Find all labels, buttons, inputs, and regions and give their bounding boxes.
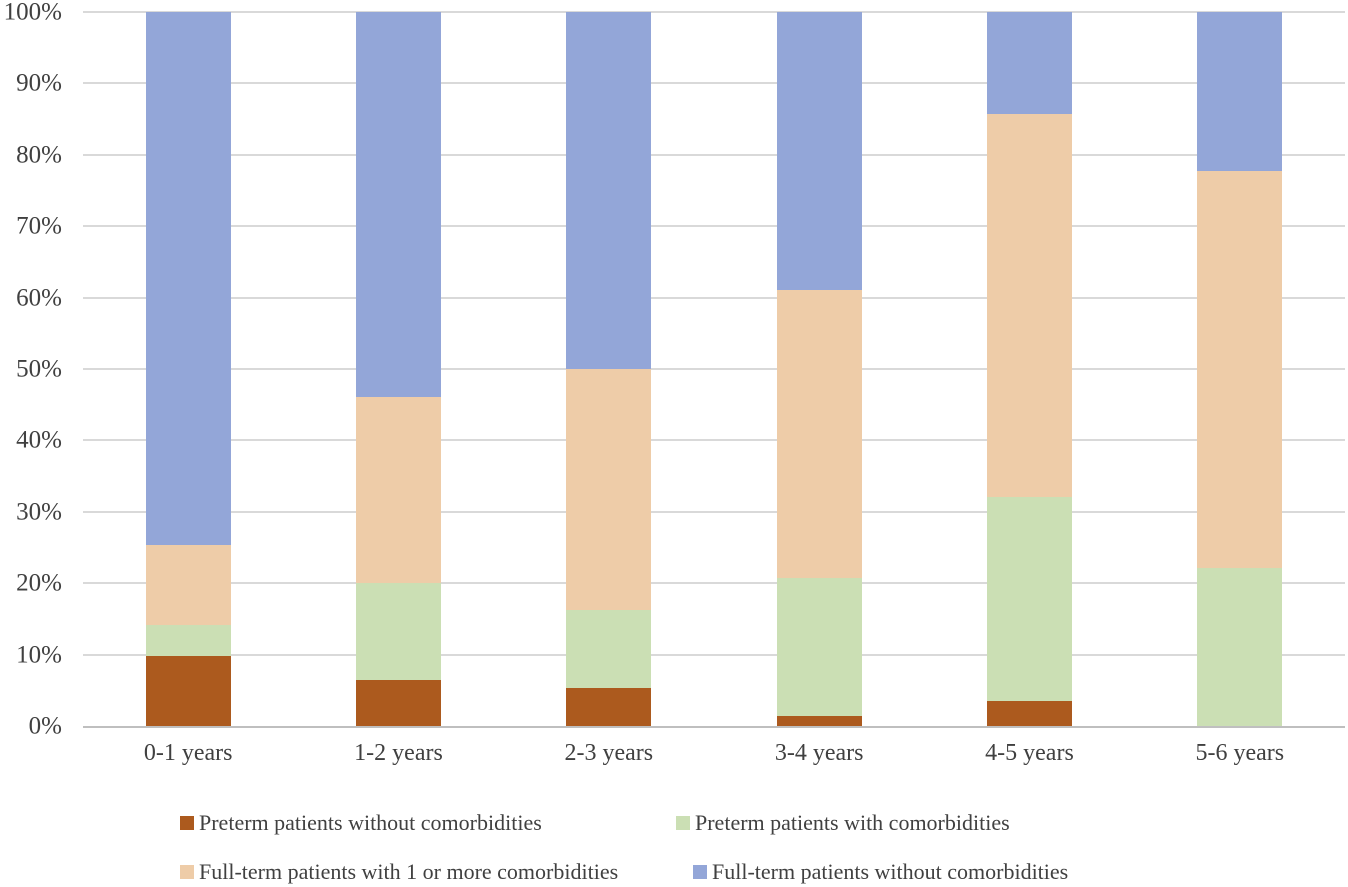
- gridline: [83, 653, 1345, 656]
- bar-segment: [986, 12, 1073, 115]
- y-tick-label: 70%: [16, 212, 62, 240]
- y-tick-label: 20%: [16, 569, 62, 597]
- legend-swatch-icon: [693, 864, 707, 879]
- y-tick-label: 80%: [16, 141, 62, 169]
- legend: Preterm patients without comorbidities Pr…: [180, 798, 1330, 887]
- gridline: [83, 582, 1345, 585]
- x-tick-label: 0-1 years: [143, 740, 233, 766]
- bar-segment: [1197, 12, 1283, 171]
- bar-segment: [145, 625, 231, 657]
- legend-label: Preterm patients with comorbidities: [695, 809, 1010, 835]
- y-tick-label: 60%: [16, 284, 62, 312]
- bar-2-3-years: [566, 12, 652, 726]
- gridline: [83, 296, 1345, 299]
- gridline: [83, 82, 1345, 85]
- bar-segment: [986, 496, 1073, 702]
- bar-0-1-years: [145, 12, 231, 726]
- bar-segment: [1197, 568, 1283, 726]
- gridline: [83, 510, 1345, 513]
- bar-segment: [776, 12, 862, 291]
- y-tick-label: 30%: [16, 498, 62, 526]
- bar-segment: [986, 114, 1073, 497]
- legend-item: Preterm patients with comorbidities: [676, 810, 1010, 836]
- y-tick-label: 10%: [16, 641, 62, 669]
- bar-4-5-years: [986, 12, 1073, 726]
- bar-slot: [293, 12, 503, 726]
- bar-segment: [355, 583, 442, 681]
- bar-segment: [566, 688, 652, 726]
- bar-segment: [145, 12, 231, 545]
- legend-item: Preterm patients without comorbidities: [180, 810, 676, 836]
- bar-segment: [566, 369, 652, 611]
- y-tick-label: 0%: [28, 712, 62, 740]
- bar-slot: [1135, 12, 1345, 726]
- legend-label: Full-term patients without comorbidities: [712, 858, 1069, 884]
- x-axis: 0-1 years 1-2 years 2-3 years 3-4 years 4-5 …: [83, 740, 1345, 767]
- bar-segment: [1197, 170, 1283, 569]
- y-tick-label: 50%: [16, 355, 62, 383]
- gridline: [83, 153, 1345, 156]
- legend-row: Full-term patients with 1 or more comorb…: [180, 847, 1330, 887]
- legend-label: Full-term patients with 1 or more comorb…: [199, 858, 619, 884]
- bar-segment: [566, 610, 652, 689]
- bar-slot: [924, 12, 1134, 726]
- y-tick-label: 100%: [3, 0, 62, 26]
- bar-segment: [355, 396, 442, 584]
- bar-segment: [986, 701, 1073, 726]
- bar-5-6-years: [1197, 12, 1283, 726]
- x-tick-label: 5-6 years: [1195, 740, 1285, 766]
- gridline: [83, 11, 1345, 13]
- bar-slot: [504, 12, 714, 726]
- gridline: [83, 439, 1345, 442]
- legend-row: Preterm patients without comorbidities Pr…: [180, 798, 1330, 847]
- bar-slot: [83, 12, 293, 726]
- legend-swatch-icon: [180, 815, 194, 830]
- x-tick-label: 2-3 years: [564, 740, 654, 766]
- bar-segment: [145, 544, 231, 626]
- legend-item: Full-term patients without comorbidities: [693, 859, 1068, 885]
- legend-swatch-icon: [676, 815, 690, 830]
- bar-segment: [776, 577, 862, 717]
- bar-slot: [714, 12, 924, 726]
- bar-segment: [566, 12, 652, 370]
- bar-segment: [355, 12, 442, 397]
- gridline: [83, 368, 1345, 370]
- bar-3-4-years: [776, 12, 862, 726]
- x-tick-label: 4-5 years: [985, 740, 1074, 766]
- bar-segment: [145, 656, 231, 726]
- legend-swatch-icon: [180, 864, 194, 879]
- bar-1-2-years: [355, 12, 442, 726]
- legend-item: Full-term patients with 1 or more comorb…: [180, 859, 693, 885]
- y-tick-label: 40%: [16, 426, 62, 454]
- bars-container: [83, 12, 1345, 726]
- legend-label: Preterm patients without comorbidities: [199, 809, 542, 835]
- plot-area: [83, 11, 1345, 728]
- bar-segment: [776, 290, 862, 578]
- x-axis-line: [83, 726, 1345, 728]
- y-axis: 0% 10% 20% 30% 40% 50% 60% 70% 80% 90% 100%: [0, 0, 72, 739]
- x-tick-label: 1-2 years: [354, 740, 443, 766]
- bar-segment: [355, 680, 442, 726]
- y-tick-label: 90%: [16, 69, 62, 97]
- bar-segment: [776, 716, 862, 726]
- gridline: [83, 225, 1345, 228]
- x-tick-label: 3-4 years: [774, 740, 864, 766]
